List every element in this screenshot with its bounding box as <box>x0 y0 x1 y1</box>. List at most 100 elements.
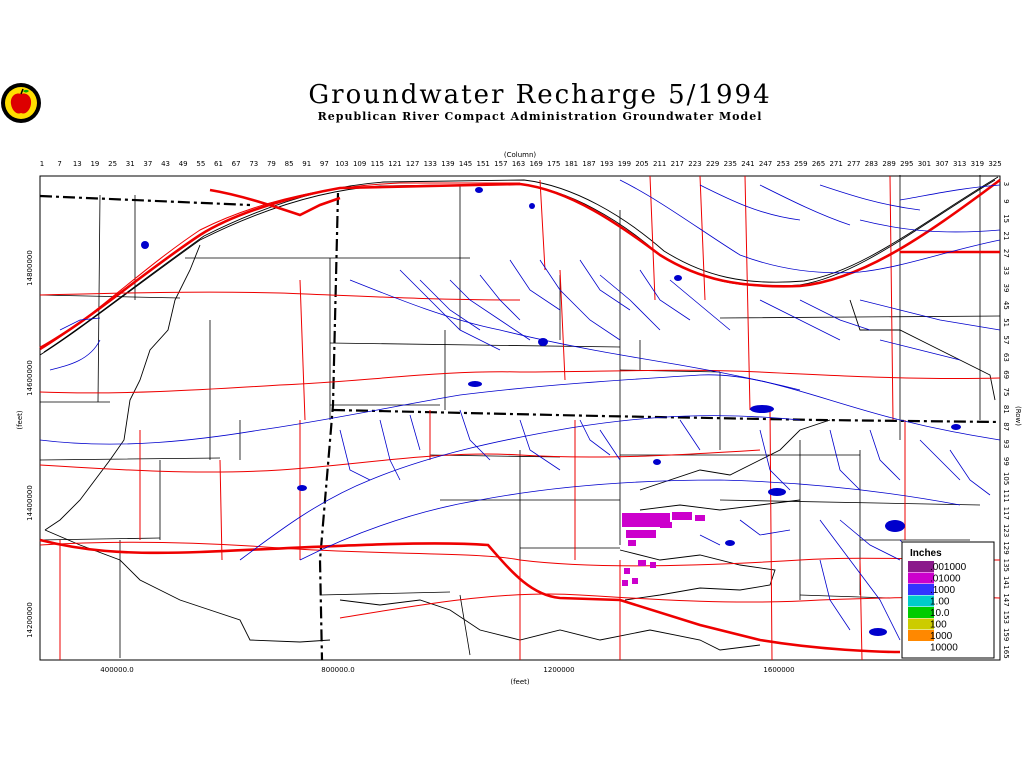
left-axis-label: (feet) <box>16 410 24 430</box>
page-subtitle: Republican River Compact Administration … <box>317 110 763 123</box>
left-tick-14400000: 14400000 <box>26 485 34 521</box>
legend-swatch <box>908 584 934 595</box>
bottom-tick-1600000: 1600000 <box>763 666 794 674</box>
right-axis-label: (Row) <box>1014 406 1022 426</box>
legend-label: .001000 <box>930 562 967 573</box>
legend-label: 100 <box>930 620 947 631</box>
column-tick-label: 37 <box>143 160 152 168</box>
column-tick-label: 235 <box>724 160 737 168</box>
row-tick-label: 141 <box>1002 576 1010 589</box>
row-tick-label: 165 <box>1002 645 1010 658</box>
column-tick-labels: 1 7 13 19 25 31 37 43 49 55 61 67 73 79 85 91 97 103 109 11… <box>40 160 1002 168</box>
column-tick-label: 277 <box>847 160 860 168</box>
row-tick-label: 129 <box>1002 541 1010 554</box>
column-tick-label: 31 <box>126 160 135 168</box>
column-tick-label: 283 <box>865 160 878 168</box>
row-tick-label: 87 <box>1002 422 1010 431</box>
row-tick-label: 9 <box>1002 199 1010 203</box>
row-tick-label: 105 <box>1002 472 1010 485</box>
column-tick-label: 157 <box>494 160 507 168</box>
column-tick-label: 253 <box>777 160 790 168</box>
row-tick-label: 81 <box>1002 405 1010 414</box>
column-tick-label: 61 <box>214 160 223 168</box>
model-boundary <box>39 176 999 651</box>
column-tick-label: 307 <box>935 160 948 168</box>
column-tick-label: 247 <box>759 160 772 168</box>
column-tick-label: 217 <box>671 160 684 168</box>
row-tick-label: 117 <box>1002 507 1010 520</box>
column-tick-label: 7 <box>57 160 61 168</box>
column-tick-label: 259 <box>794 160 807 168</box>
page-title: Groundwater Recharge 5/1994 <box>308 80 772 110</box>
column-tick-label: 49 <box>179 160 188 168</box>
column-tick-label: 73 <box>249 160 258 168</box>
column-tick-label: 205 <box>635 160 648 168</box>
state-boundary <box>39 192 1001 661</box>
column-tick-label: 175 <box>547 160 560 168</box>
lakes <box>141 187 961 636</box>
bottom-tick-1200000: 1200000 <box>543 666 574 674</box>
column-tick-label: 187 <box>582 160 595 168</box>
column-tick-label: 145 <box>459 160 472 168</box>
left-tick-14600000: 14600000 <box>26 360 34 396</box>
row-tick-label: 147 <box>1002 593 1010 606</box>
row-tick-label: 3 <box>1002 182 1010 186</box>
recharge-cells <box>622 512 705 586</box>
top-axis-label: (Column) <box>504 151 537 159</box>
column-tick-label: 223 <box>688 160 701 168</box>
column-tick-label: 325 <box>988 160 1001 168</box>
column-tick-label: 103 <box>335 160 348 168</box>
column-tick-label: 169 <box>529 160 542 168</box>
row-tick-labels: 3915212733394551576369758187939910511111… <box>1002 182 1010 659</box>
legend-swatch <box>908 561 934 572</box>
left-tick-14800000: 14800000 <box>26 250 34 286</box>
bottom-tick-400000: 400000.0 <box>100 666 133 674</box>
roads <box>39 175 1001 661</box>
row-tick-label: 15 <box>1002 214 1010 223</box>
bottom-axis-label: (feet) <box>510 678 530 686</box>
row-tick-label: 69 <box>1002 370 1010 379</box>
column-tick-label: 1 <box>40 160 44 168</box>
column-tick-label: 67 <box>232 160 241 168</box>
bottom-tick-800000: 800000.0 <box>321 666 354 674</box>
legend-label: .01000 <box>930 574 961 585</box>
row-tick-label: 159 <box>1002 628 1010 641</box>
row-tick-label: 33 <box>1002 266 1010 275</box>
legend-label: 10.0 <box>930 608 950 619</box>
row-tick-label: 51 <box>1002 318 1010 327</box>
column-tick-label: 139 <box>441 160 454 168</box>
legend-swatch <box>908 595 934 607</box>
column-tick-label: 241 <box>741 160 754 168</box>
column-tick-label: 163 <box>512 160 525 168</box>
column-tick-label: 13 <box>73 160 82 168</box>
column-tick-label: 181 <box>565 160 578 168</box>
column-tick-label: 319 <box>971 160 984 168</box>
rivers <box>39 179 1001 641</box>
row-tick-label: 135 <box>1002 559 1010 572</box>
column-tick-label: 301 <box>918 160 931 168</box>
legend-swatch <box>908 641 934 653</box>
row-tick-label: 75 <box>1002 388 1010 397</box>
row-tick-label: 111 <box>1002 489 1010 502</box>
column-tick-label: 313 <box>953 160 966 168</box>
legend-label: 1000 <box>930 631 953 642</box>
column-tick-label: 19 <box>90 160 99 168</box>
row-tick-label: 39 <box>1002 284 1010 293</box>
apple-seal-logo <box>0 82 46 128</box>
column-tick-label: 265 <box>812 160 825 168</box>
column-tick-label: 127 <box>406 160 419 168</box>
column-tick-label: 289 <box>882 160 895 168</box>
legend-swatch <box>908 630 934 641</box>
legend: Inches .001000.01000.10001.0010.01001000… <box>901 541 995 659</box>
column-tick-label: 229 <box>706 160 719 168</box>
legend-title: Inches <box>910 548 942 559</box>
legend-label: 1.00 <box>930 597 950 608</box>
column-tick-label: 133 <box>424 160 437 168</box>
column-tick-label: 91 <box>302 160 311 168</box>
column-tick-label: 115 <box>371 160 384 168</box>
column-tick-label: 79 <box>267 160 276 168</box>
column-tick-label: 55 <box>196 160 205 168</box>
column-tick-label: 43 <box>161 160 170 168</box>
legend-label: .1000 <box>930 585 955 596</box>
column-tick-label: 295 <box>900 160 913 168</box>
